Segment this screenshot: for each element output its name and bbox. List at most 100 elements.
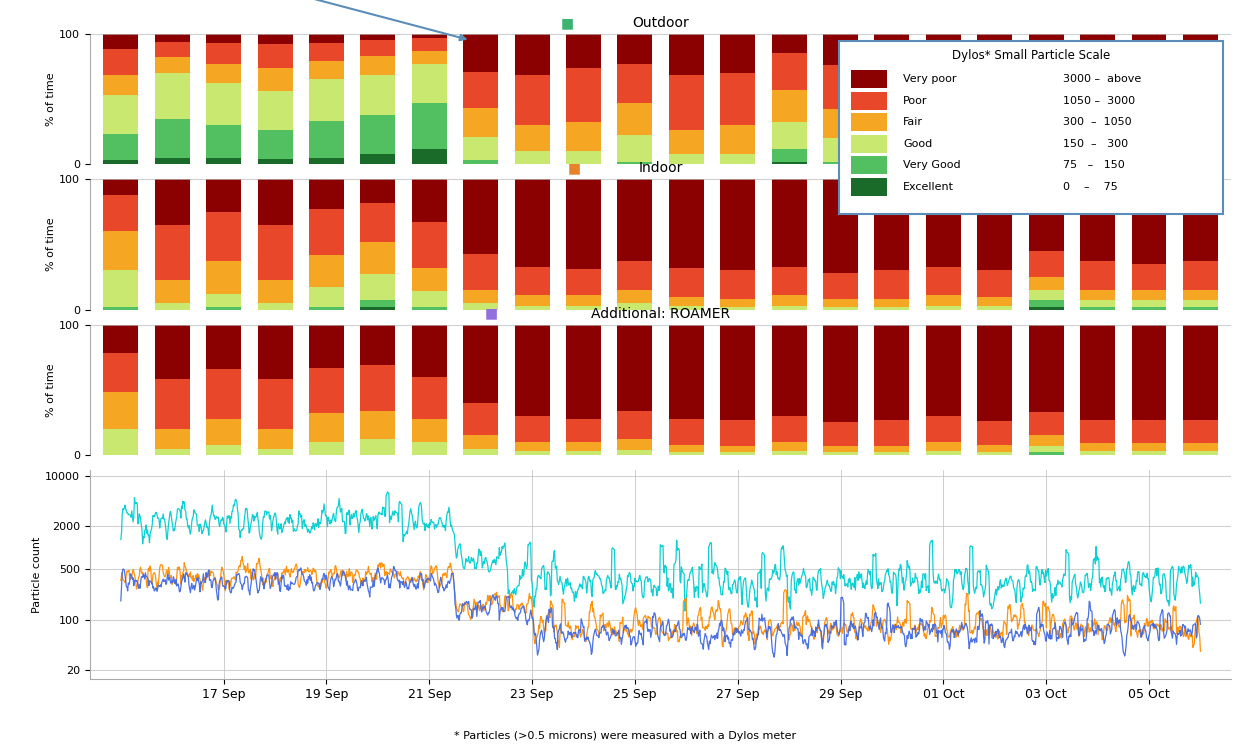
- Bar: [618, 325, 652, 411]
- Bar: [411, 222, 446, 268]
- Bar: [1029, 70, 1064, 120]
- Bar: [464, 254, 499, 290]
- Bar: [515, 266, 550, 296]
- Bar: [1080, 301, 1115, 307]
- Bar: [618, 161, 652, 164]
- Text: Indoor: Indoor: [639, 161, 682, 176]
- Bar: [104, 231, 139, 271]
- Bar: [464, 71, 499, 108]
- Bar: [669, 268, 704, 296]
- Bar: [206, 64, 241, 83]
- Bar: [104, 353, 139, 392]
- Bar: [1182, 443, 1218, 452]
- Bar: [155, 57, 190, 73]
- Bar: [1182, 146, 1218, 161]
- Bar: [875, 76, 910, 125]
- Text: 1050 –  3000: 1050 – 3000: [1064, 95, 1135, 106]
- Bar: [155, 380, 190, 429]
- Bar: [155, 429, 190, 448]
- Bar: [258, 34, 292, 44]
- Bar: [360, 440, 395, 455]
- Bar: [206, 307, 241, 310]
- Bar: [258, 429, 292, 448]
- Text: Good: Good: [904, 139, 932, 148]
- Bar: [720, 73, 755, 125]
- Bar: [978, 152, 1012, 164]
- Bar: [360, 154, 395, 164]
- Bar: [875, 34, 910, 76]
- Bar: [720, 154, 755, 164]
- Bar: [875, 446, 910, 452]
- Bar: [1029, 301, 1064, 307]
- Bar: [926, 306, 961, 310]
- Bar: [978, 122, 1012, 152]
- Bar: [1131, 96, 1166, 125]
- Bar: [360, 56, 395, 76]
- Bar: [926, 125, 961, 152]
- Bar: [1131, 179, 1166, 264]
- Bar: [720, 452, 755, 455]
- Bar: [104, 134, 139, 160]
- Bar: [926, 416, 961, 442]
- Bar: [515, 125, 550, 152]
- Bar: [104, 429, 139, 455]
- Bar: [771, 161, 806, 164]
- Bar: [1182, 307, 1218, 310]
- Bar: [875, 307, 910, 310]
- Bar: [104, 195, 139, 231]
- Bar: [771, 325, 806, 416]
- Bar: [822, 34, 858, 65]
- Bar: [720, 307, 755, 310]
- Bar: [822, 138, 858, 161]
- Bar: [566, 442, 601, 452]
- FancyBboxPatch shape: [851, 135, 888, 153]
- Bar: [822, 110, 858, 138]
- Bar: [464, 403, 499, 436]
- Bar: [104, 95, 139, 134]
- Bar: [515, 76, 550, 125]
- Bar: [411, 38, 446, 51]
- Bar: [258, 68, 292, 92]
- Bar: [566, 325, 601, 419]
- Bar: [926, 76, 961, 125]
- Bar: [926, 452, 961, 455]
- Bar: [1182, 325, 1218, 420]
- Bar: [618, 261, 652, 290]
- Bar: [926, 296, 961, 306]
- Bar: [618, 440, 652, 450]
- Bar: [566, 419, 601, 442]
- Bar: [1131, 307, 1166, 310]
- Bar: [669, 419, 704, 445]
- Bar: [822, 307, 858, 310]
- Bar: [206, 179, 241, 212]
- Bar: [515, 179, 550, 266]
- Bar: [875, 325, 910, 420]
- Bar: [360, 325, 395, 365]
- Bar: [411, 148, 446, 164]
- Bar: [104, 392, 139, 429]
- Bar: [720, 125, 755, 154]
- Bar: [771, 416, 806, 442]
- Bar: [1182, 420, 1218, 443]
- Bar: [206, 294, 241, 307]
- Text: ■: ■: [485, 307, 499, 321]
- Bar: [360, 307, 395, 310]
- Bar: [1029, 251, 1064, 277]
- Bar: [1080, 261, 1115, 290]
- Bar: [411, 51, 446, 64]
- Bar: [309, 158, 344, 164]
- Bar: [926, 266, 961, 296]
- Bar: [206, 261, 241, 294]
- Text: 300  –  1050: 300 – 1050: [1064, 117, 1132, 127]
- Bar: [155, 303, 190, 310]
- Y-axis label: % of time: % of time: [46, 72, 56, 126]
- Bar: [104, 307, 139, 310]
- Bar: [464, 303, 499, 310]
- Bar: [926, 179, 961, 266]
- Bar: [1029, 277, 1064, 290]
- Bar: [669, 154, 704, 164]
- Bar: [309, 122, 344, 158]
- Bar: [926, 152, 961, 164]
- Bar: [669, 34, 704, 76]
- Bar: [258, 325, 292, 380]
